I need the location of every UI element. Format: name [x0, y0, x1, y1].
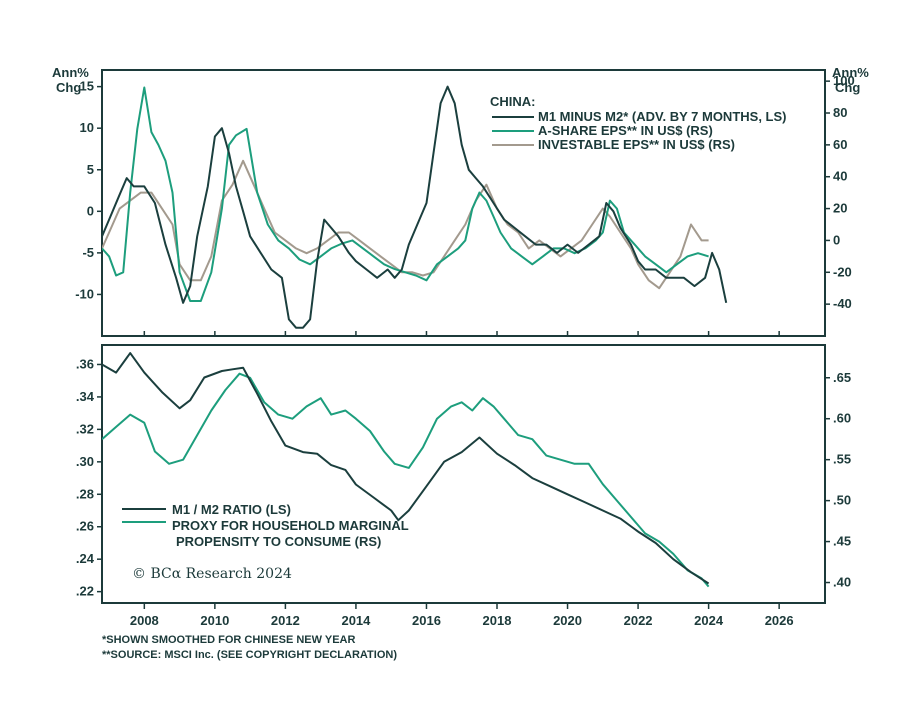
- top-right-axis-tick-label: 20: [833, 201, 847, 216]
- x-axis-tick-label: 2012: [271, 613, 300, 628]
- bottom-left-axis-tick-label: .22: [76, 584, 94, 599]
- top-right-unit-line1: Ann%: [832, 65, 869, 80]
- bottom-right-axis-tick-label: .45: [833, 534, 851, 549]
- top-left-axis-tick-label: 5: [87, 162, 94, 177]
- top-series-m1-minus-m2-adv-by-7-months-ls: [102, 85, 728, 329]
- bottom-left-axis-tick-label: .36: [76, 356, 94, 371]
- top-left-axis-tick-label: 0: [87, 203, 94, 218]
- top-legend-title: CHINA:: [490, 94, 536, 109]
- bottom-left-axis-tick-label: .26: [76, 519, 94, 534]
- x-axis-tick-label: 2024: [694, 613, 724, 628]
- x-axis-tick-label: 2016: [412, 613, 441, 628]
- bottom-series-proxy-for-household-marginal-propensity-to-consume-rs: [102, 372, 710, 588]
- x-axis-tick-label: 2022: [624, 613, 653, 628]
- bottom-right-axis-tick-label: .60: [833, 411, 851, 426]
- top-left-axis-tick-label: -5: [82, 245, 94, 260]
- top-right-axis-tick-label: -40: [833, 296, 852, 311]
- bottom-left-axis-tick-label: .34: [76, 389, 95, 404]
- x-axis-tick-label: 2018: [483, 613, 512, 628]
- bottom-left-axis-tick-label: .24: [76, 551, 95, 566]
- top-left-axis-tick-label: -10: [75, 286, 94, 301]
- bottom-legend-m1-m2-ratio: M1 / M2 RATIO (LS): [172, 502, 291, 517]
- top-left-unit-line2: Chg: [56, 80, 81, 95]
- top-right-axis-tick-label: -20: [833, 264, 852, 279]
- top-right-unit-line2: Chg: [835, 80, 860, 95]
- top-legend-a-share: A-SHARE EPS** IN US$ (RS): [538, 123, 713, 138]
- top-right-axis-tick-label: 100: [833, 73, 855, 88]
- top-left-unit-line1: Ann%: [52, 65, 89, 80]
- bottom-right-axis-tick-label: .65: [833, 370, 851, 385]
- top-legend-investable: INVESTABLE EPS** IN US$ (RS): [538, 137, 735, 152]
- top-right-axis-tick-label: 0: [833, 232, 840, 247]
- bottom-left-axis-tick-label: .30: [76, 454, 94, 469]
- x-axis-tick-label: 2014: [341, 613, 371, 628]
- bottom-panel-frame: [101, 344, 826, 604]
- x-axis-tick-label: 2020: [553, 613, 582, 628]
- copyright-text: © BCα Research 2024: [132, 566, 292, 582]
- x-axis-tick-label: 2008: [130, 613, 159, 628]
- top-series-a-share-eps-in-us-rs: [102, 86, 709, 302]
- top-right-axis-tick-label: 60: [833, 137, 847, 152]
- footnote-source: **SOURCE: MSCI Inc. (SEE COPYRIGHT DECLA…: [102, 649, 397, 661]
- top-right-axis-tick-label: 80: [833, 105, 847, 120]
- bottom-right-axis-tick-label: .55: [833, 452, 851, 467]
- bottom-right-axis-tick-label: .50: [833, 493, 851, 508]
- bottom-legend-propensity-line1: PROXY FOR HOUSEHOLD MARGINAL: [172, 518, 409, 533]
- x-axis-tick-label: 2026: [765, 613, 794, 628]
- bottom-left-axis-tick-label: .28: [76, 486, 94, 501]
- bottom-right-axis-tick-label: .40: [833, 575, 851, 590]
- footnote-smoothed: *SHOWN SMOOTHED FOR CHINESE NEW YEAR: [102, 634, 355, 646]
- bottom-legend-propensity-line2: PROPENSITY TO CONSUME (RS): [176, 534, 381, 549]
- top-right-axis-tick-label: 40: [833, 169, 847, 184]
- top-legend-m1-m2: M1 MINUS M2* (ADV. BY 7 MONTHS, LS): [538, 109, 786, 124]
- bottom-left-axis-tick-label: .32: [76, 421, 94, 436]
- top-panel-frame: [101, 69, 826, 337]
- top-left-axis-tick-label: 15: [80, 79, 94, 94]
- x-axis-tick-label: 2010: [200, 613, 229, 628]
- bottom-series-m1-m2-ratio-ls: [102, 352, 710, 585]
- top-left-axis-tick-label: 10: [80, 120, 94, 135]
